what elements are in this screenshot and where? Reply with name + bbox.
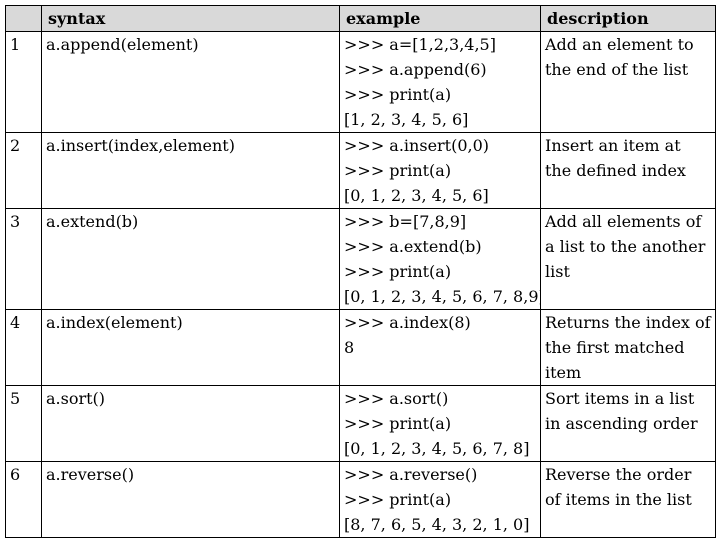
row-number: 4 (5, 309, 42, 386)
example-line: >>> a.extend(b) (344, 237, 482, 256)
example-line: [1, 2, 3, 4, 5, 6] (344, 110, 469, 129)
example-line: >>> b=[7,8,9] (344, 212, 467, 231)
example-line: >>> a.index(8) (344, 313, 471, 332)
example-line: >>> a.reverse() (344, 465, 478, 484)
example-cell: >>> b=[7,8,9] >>> a.extend(b) >>> print(a)… (339, 208, 541, 310)
syntax-cell: a.insert(index,element) (41, 132, 340, 209)
example-line: [0, 1, 2, 3, 4, 5, 6, 7, 8,9] (344, 287, 541, 306)
table-header: syntax example description (5, 5, 716, 32)
table-row: 4 a.index(element) >>> a.index(8) 8 Returns … (5, 309, 716, 386)
example-line: >>> print(a) (344, 161, 452, 180)
list-methods-table: syntax example description 1 a.append(ele… (5, 5, 716, 538)
example-line: >>> print(a) (344, 490, 452, 509)
header-description: description (540, 5, 716, 32)
description-cell: Insert an item at the defined index (540, 132, 716, 209)
description-cell: Add all elements of a list to the anothe… (540, 208, 716, 310)
row-number: 6 (5, 461, 42, 538)
example-cell: >>> a.insert(0,0) >>> print(a) [0, 1, 2, 3… (339, 132, 541, 209)
syntax-cell: a.reverse() (41, 461, 340, 538)
example-line: >>> print(a) (344, 414, 452, 433)
example-line: >>> print(a) (344, 262, 452, 281)
header-example: example (339, 5, 541, 32)
example-line: >>> a.append(6) (344, 60, 487, 79)
row-number: 5 (5, 385, 42, 462)
table-row: 5 a.sort() >>> a.sort() >>> print(a) [0, 1, … (5, 385, 716, 462)
example-line: [8, 7, 6, 5, 4, 3, 2, 1, 0] (344, 515, 530, 534)
example-line: [0, 1, 2, 3, 4, 5, 6, 7, 8] (344, 439, 530, 458)
row-number: 3 (5, 208, 42, 310)
description-cell: Returns the index of the first matched i… (540, 309, 716, 386)
example-line: 8 (344, 338, 355, 357)
table-row: 1 a.append(element) >>> a=[1,2,3,4,5] >>> a… (5, 31, 716, 133)
syntax-cell: a.append(element) (41, 31, 340, 133)
header-row: syntax example description (5, 5, 716, 32)
example-cell: >>> a.reverse() >>> print(a) [8, 7, 6, 5, … (339, 461, 541, 538)
table-row: 6 a.reverse() >>> a.reverse() >>> print(a) [… (5, 461, 716, 538)
example-cell: >>> a=[1,2,3,4,5] >>> a.append(6) >>> prin… (339, 31, 541, 133)
row-number: 2 (5, 132, 42, 209)
table-body: 1 a.append(element) >>> a=[1,2,3,4,5] >>> a… (5, 31, 716, 538)
header-syntax: syntax (41, 5, 340, 32)
table-row: 3 a.extend(b) >>> b=[7,8,9] >>> a.extend(b)… (5, 208, 716, 310)
description-cell: Reverse the order of items in the list (540, 461, 716, 538)
syntax-cell: a.extend(b) (41, 208, 340, 310)
example-line: [0, 1, 2, 3, 4, 5, 6] (344, 186, 489, 205)
example-line: >>> print(a) (344, 85, 452, 104)
description-cell: Sort items in a list in ascending order (540, 385, 716, 462)
example-line: >>> a=[1,2,3,4,5] (344, 35, 496, 54)
example-line: >>> a.sort() (344, 389, 449, 408)
table-row: 2 a.insert(index,element) >>> a.insert(0,0… (5, 132, 716, 209)
example-cell: >>> a.sort() >>> print(a) [0, 1, 2, 3, 4, … (339, 385, 541, 462)
syntax-cell: a.index(element) (41, 309, 340, 386)
example-line: >>> a.insert(0,0) (344, 136, 490, 155)
example-cell: >>> a.index(8) 8 (339, 309, 541, 386)
header-number (5, 5, 42, 32)
syntax-cell: a.sort() (41, 385, 340, 462)
description-cell: Add an element to the end of the list (540, 31, 716, 133)
row-number: 1 (5, 31, 42, 133)
